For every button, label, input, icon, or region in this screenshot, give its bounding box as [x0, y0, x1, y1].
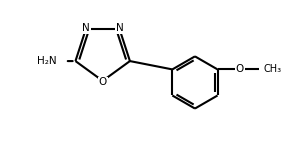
- Text: N: N: [116, 23, 123, 33]
- Text: N: N: [82, 23, 90, 33]
- Text: H₂N: H₂N: [37, 56, 56, 66]
- Text: O: O: [98, 77, 107, 87]
- Text: O: O: [236, 64, 244, 74]
- Text: CH₃: CH₃: [264, 64, 282, 74]
